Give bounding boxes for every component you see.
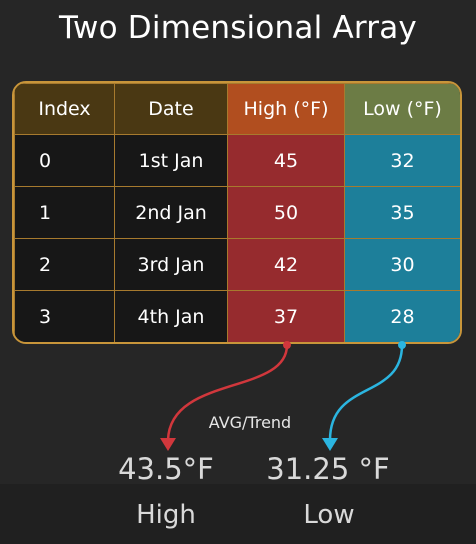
table-row: 0 1st Jan 45 32 [14, 134, 460, 187]
cell-low: 28 [344, 290, 460, 342]
low-average-value: 31.25 °F [266, 452, 390, 486]
table-row: 2 3rd Jan 42 30 [14, 238, 460, 291]
low-arrow-path [328, 344, 404, 441]
cell-date: 1st Jan [114, 134, 228, 187]
header-index: Index [14, 83, 115, 135]
cell-high: 50 [227, 186, 345, 239]
data-table: Index Date High (°F) Low (°F) 0 1st Jan … [14, 83, 460, 342]
header-low: Low (°F) [344, 83, 460, 135]
cell-index: 2 [14, 238, 115, 291]
cell-high: 42 [227, 238, 345, 291]
cell-date: 3rd Jan [114, 238, 228, 291]
low-label: Low [303, 500, 355, 530]
cell-low: 30 [344, 238, 460, 291]
low-arrow [322, 341, 406, 451]
cell-date: 2nd Jan [114, 186, 228, 239]
header-row: Index Date High (°F) Low (°F) [14, 83, 460, 135]
table-row: 3 4th Jan 37 28 [14, 290, 460, 342]
low-arrow-head [322, 438, 338, 451]
high-arrow [160, 341, 291, 451]
high-label: High [136, 500, 196, 530]
cell-high: 45 [227, 134, 345, 187]
page-title: Two Dimensional Array [59, 10, 417, 46]
array-table: Index Date High (°F) Low (°F) 0 1st Jan … [12, 81, 462, 344]
cell-high: 37 [227, 290, 345, 342]
header-date: Date [114, 83, 228, 135]
high-average-value: 43.5°F [118, 452, 214, 486]
bottom-band [0, 484, 476, 544]
cell-index: 1 [14, 186, 115, 239]
cell-date: 4th Jan [114, 290, 228, 342]
cell-index: 0 [14, 134, 115, 187]
table-row: 1 2nd Jan 50 35 [14, 186, 460, 239]
cell-low: 35 [344, 186, 460, 239]
high-arrow-head [160, 438, 176, 451]
cell-index: 3 [14, 290, 115, 342]
header-high: High (°F) [227, 83, 345, 135]
cell-low: 32 [344, 134, 460, 187]
trend-label: AVG/Trend [208, 413, 292, 432]
